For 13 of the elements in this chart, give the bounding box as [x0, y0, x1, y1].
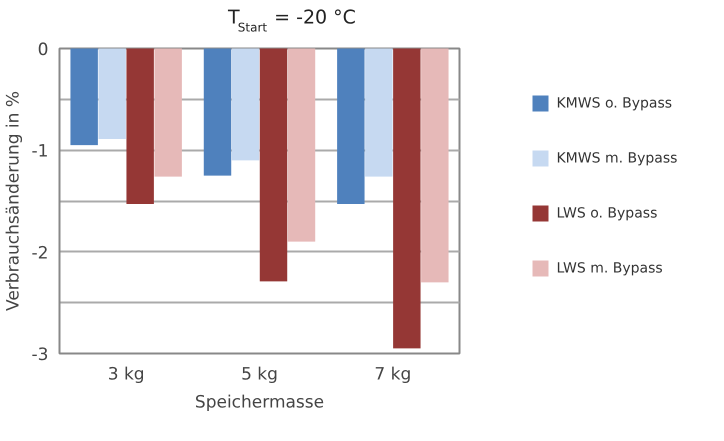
y-tick-label: -2	[32, 243, 49, 264]
legend-label: KMWS o. Bypass	[556, 96, 672, 112]
legend-label: LWS m. Bypass	[556, 260, 663, 276]
y-axis-title: Verbrauchsänderung in %	[4, 91, 24, 311]
y-tick-label: -3	[32, 345, 49, 365]
x-axis-title: Speichermasse	[194, 392, 324, 412]
legend-label: KMWS m. Bypass	[556, 150, 678, 166]
x-tick-label: 7 kg	[374, 364, 412, 384]
y-tick-label: 0	[38, 40, 49, 60]
x-tick-label: 3 kg	[108, 364, 145, 384]
legend-label: LWS o. Bypass	[556, 206, 658, 222]
y-tick-label: -1	[32, 142, 49, 162]
x-tick-label: 5 kg	[241, 364, 278, 384]
